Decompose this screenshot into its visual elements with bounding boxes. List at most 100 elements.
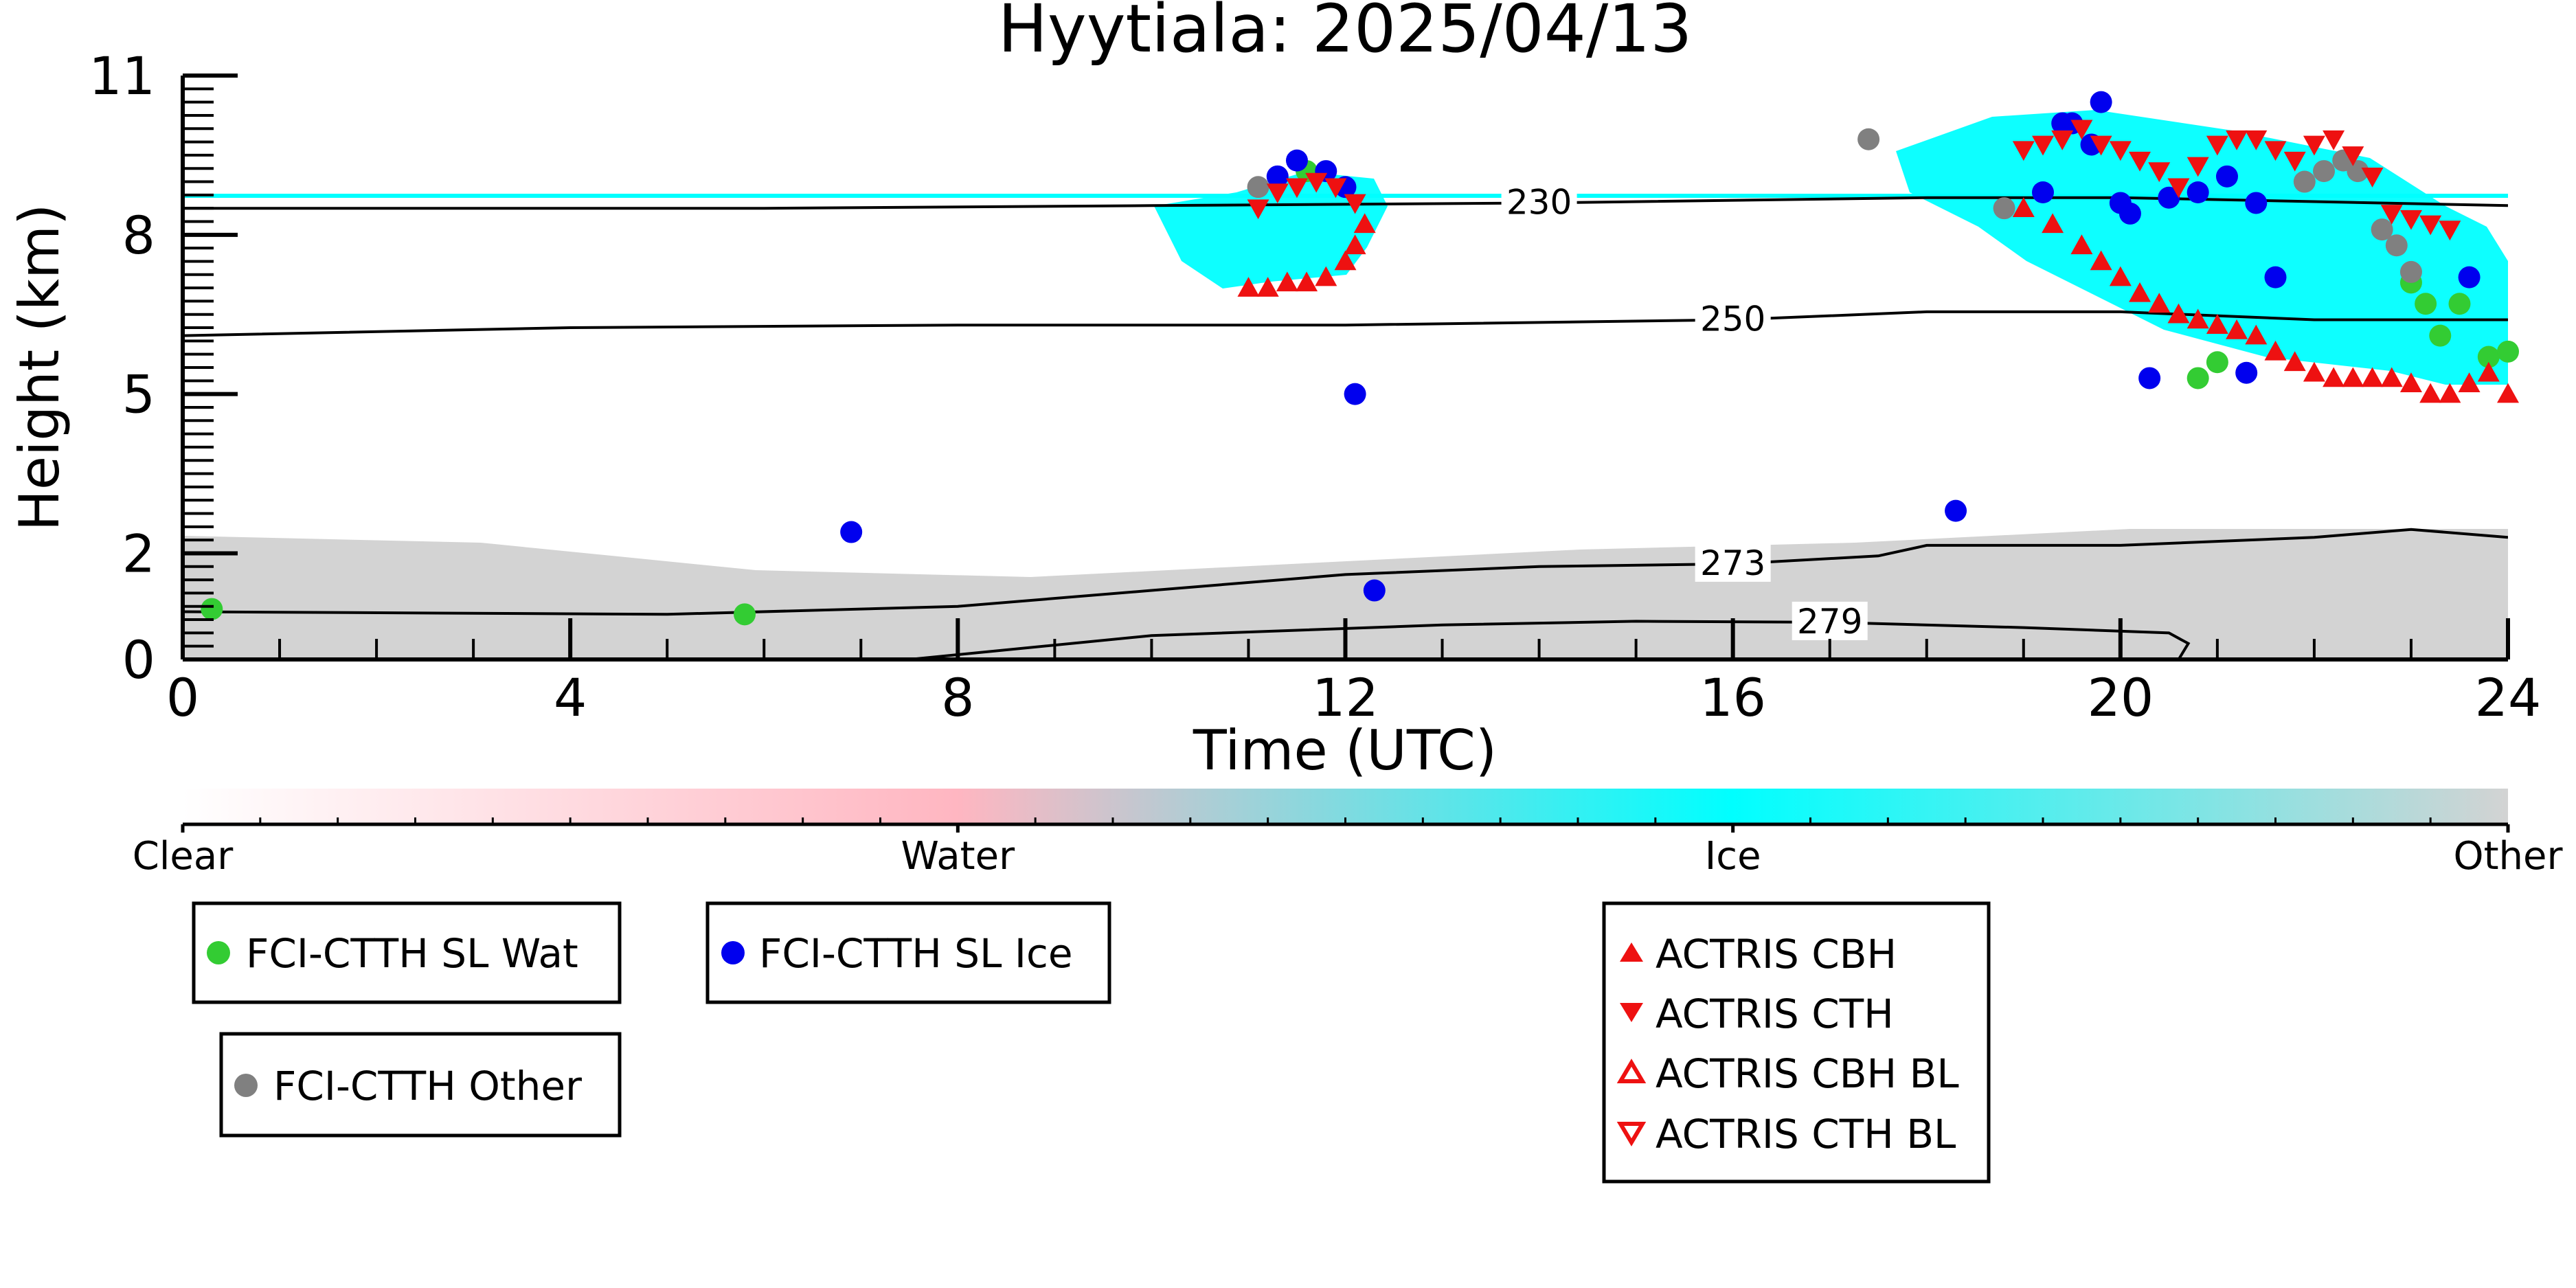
marker-fci-ctth-sl-ice (1285, 149, 1308, 172)
marker-fci-ctth-sl-ice (1344, 383, 1366, 405)
legend-marker-wat (207, 941, 230, 964)
legend-label-wat: FCI-CTTH SL Wat (246, 930, 578, 977)
marker-actris-cth (2070, 120, 2093, 140)
marker-actris-cth (2361, 168, 2384, 188)
marker-actris-cth (2206, 135, 2228, 156)
marker-actris-cbh (1237, 277, 1260, 297)
contour-label-279: 279 (1797, 602, 1862, 642)
legend-marker-ice (721, 941, 745, 964)
marker-actris-cth (2283, 151, 2306, 172)
marker-actris-cth (1285, 178, 1308, 199)
ice-cloud-region-1 (1154, 172, 1388, 289)
marker-actris-cbh (2264, 340, 2287, 361)
legend-label-cbh: ACTRIS CBH (1656, 931, 1897, 978)
marker-fci-ctth-sl-ice (1945, 499, 1967, 522)
marker-actris-cbh (1256, 277, 1279, 297)
marker-fci-ctth-sl-ice (2215, 165, 2238, 188)
marker-actris-cbh (2342, 367, 2364, 387)
marker-actris-cbh (2167, 303, 2190, 324)
contour-label-250: 250 (1700, 299, 1765, 339)
marker-actris-cbh (2042, 213, 2064, 234)
marker-actris-cth (2439, 221, 2461, 241)
marker-actris-cth (2380, 205, 2403, 225)
contour-label-bg (1792, 601, 1868, 640)
marker-actris-cbh (2187, 308, 2209, 329)
marker-fci-ctth-sl-ice (1363, 579, 1386, 602)
marker-actris-cbh (2419, 383, 2442, 403)
legend-box-other: FCI-CTTH Other (219, 1032, 622, 1138)
x-axis-label: Time (UTC) (1193, 719, 1497, 782)
marker-actris-cbh (2070, 234, 2093, 255)
marker-fci-ctth-sl-ice (2032, 181, 2054, 203)
marker-actris-cbh (2283, 351, 2306, 372)
marker-actris-cth (2264, 141, 2287, 161)
colorbar-label-other: Other (2453, 834, 2563, 879)
marker-actris-cth (1305, 172, 1328, 193)
marker-fci-ctth-sl-ice (2245, 192, 2268, 214)
marker-fci-ctth-sl-ice (2264, 266, 2287, 289)
marker-fci-ctth-sl-wat (2429, 324, 2452, 347)
marker-actris-cbh (1334, 250, 1357, 271)
marker-actris-cbh (2497, 383, 2519, 403)
marker-actris-cbh (2399, 372, 2422, 392)
marker-fci-ctth-sl-ice (2090, 91, 2112, 113)
marker-actris-cbh (2323, 367, 2345, 387)
x-tick-label: 16 (1699, 667, 1766, 728)
marker-actris-cbh (2245, 324, 2268, 345)
x-tick-label: 24 (2475, 667, 2542, 728)
marker-fci-ctth-sl-ice (840, 521, 863, 543)
marker-actris-cbh (2206, 314, 2228, 334)
colorbar-labels: Clear Water Ice Other (133, 834, 2564, 879)
marker-fci-ctth-other (2293, 170, 2316, 193)
legend-marker-cbh-bl (1616, 1059, 1647, 1083)
y-tick-label: 5 (122, 364, 155, 425)
marker-actris-cth (2187, 157, 2209, 177)
marker-actris-cbh (2109, 266, 2132, 286)
x-tick-label: 8 (941, 667, 974, 728)
colorbar-label-ice: Ice (1705, 834, 1761, 879)
legend-label-cth-bl: ACTRIS CTH BL (1656, 1111, 1956, 1157)
contour-label-273: 273 (1700, 543, 1765, 583)
marker-fci-ctth-sl-wat (2477, 346, 2500, 368)
legend-box-wat: FCI-CTTH SL Wat (192, 901, 622, 1004)
marker-actris-cth (2399, 210, 2422, 230)
marker-actris-cth (2342, 146, 2364, 166)
marker-actris-cth (1247, 199, 1269, 220)
marker-actris-cbh (2090, 250, 2112, 271)
marker-fci-ctth-sl-ice (2138, 367, 2161, 389)
marker-actris-cth (2090, 135, 2112, 156)
marker-fci-ctth-sl-ice (2119, 202, 2141, 225)
marker-fci-ctth-sl-wat (2206, 351, 2228, 374)
legend-box-ice: FCI-CTTH SL Ice (705, 901, 1111, 1004)
marker-actris-cth (2109, 141, 2132, 161)
marker-actris-cth (2051, 130, 2074, 150)
legend-marker-cbh (1620, 942, 1643, 962)
marker-actris-cbh (2226, 319, 2248, 339)
legend-label-cbh-bl: ACTRIS CBH BL (1656, 1050, 1959, 1097)
marker-actris-cth (2303, 135, 2325, 156)
marker-fci-ctth-sl-wat (2448, 293, 2471, 315)
marker-actris-cbh (2303, 361, 2325, 382)
x-tick-label: 4 (554, 667, 587, 728)
x-ticks: 0 4 8 12 16 20 24 (166, 618, 2542, 728)
colorbar-ticks (181, 817, 2510, 833)
marker-actris-cth (2226, 130, 2248, 150)
marker-fci-ctth-sl-ice (2187, 181, 2209, 203)
data-markers (201, 91, 2519, 626)
y-axis-label: Height (km) (8, 204, 71, 532)
marker-actris-cth (1324, 178, 1347, 199)
marker-fci-ctth-other (1993, 197, 2015, 220)
x-tick-label: 20 (2087, 667, 2154, 728)
legend-marker-other (234, 1074, 258, 1097)
marker-actris-cbh (1344, 234, 1366, 255)
marker-actris-cbh (2148, 293, 2171, 313)
marker-fci-ctth-sl-wat (2497, 340, 2519, 363)
marker-actris-cth (2419, 215, 2442, 236)
marker-actris-cbh (1276, 271, 1298, 292)
legend-box-actris: ACTRIS CBH ACTRIS CTH ACTRIS CBH BL ACTR… (1602, 901, 1991, 1184)
marker-actris-cth (2167, 178, 2190, 199)
marker-fci-ctth-other (2313, 160, 2336, 183)
contour-labels: 230 250 273 279 (1501, 182, 1868, 642)
marker-fci-ctth-sl-ice (2158, 186, 2180, 209)
